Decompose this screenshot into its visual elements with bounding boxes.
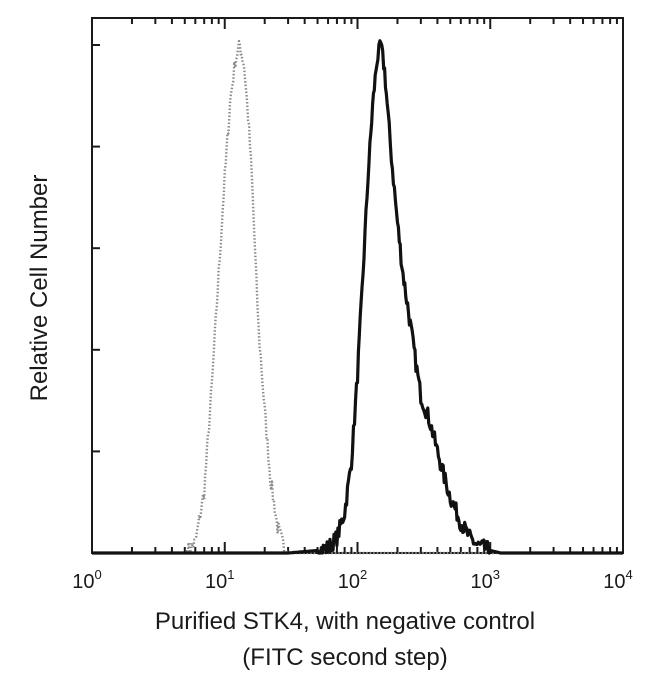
x-tick-label: 100	[72, 567, 101, 593]
x-tick-label: 102	[338, 567, 367, 593]
y-axis-title: Relative Cell Number	[26, 175, 53, 402]
x-tick-label: 103	[471, 567, 500, 593]
x-axis-tick-labels: 100 101 102 103 104	[72, 567, 632, 593]
x-axis-subtitle: (FITC second step)	[242, 644, 447, 671]
x-axis-ticks	[91, 18, 618, 553]
x-axis-title: Purified STK4, with negative control	[155, 608, 535, 635]
x-tick-label: 104	[603, 567, 632, 593]
stk4-histogram	[91, 39, 624, 555]
y-axis-ticks	[92, 44, 100, 554]
x-tick-label: 101	[205, 567, 234, 593]
series-layer	[91, 39, 624, 555]
negative-control-histogram	[91, 39, 624, 555]
plot-frame	[91, 17, 624, 554]
